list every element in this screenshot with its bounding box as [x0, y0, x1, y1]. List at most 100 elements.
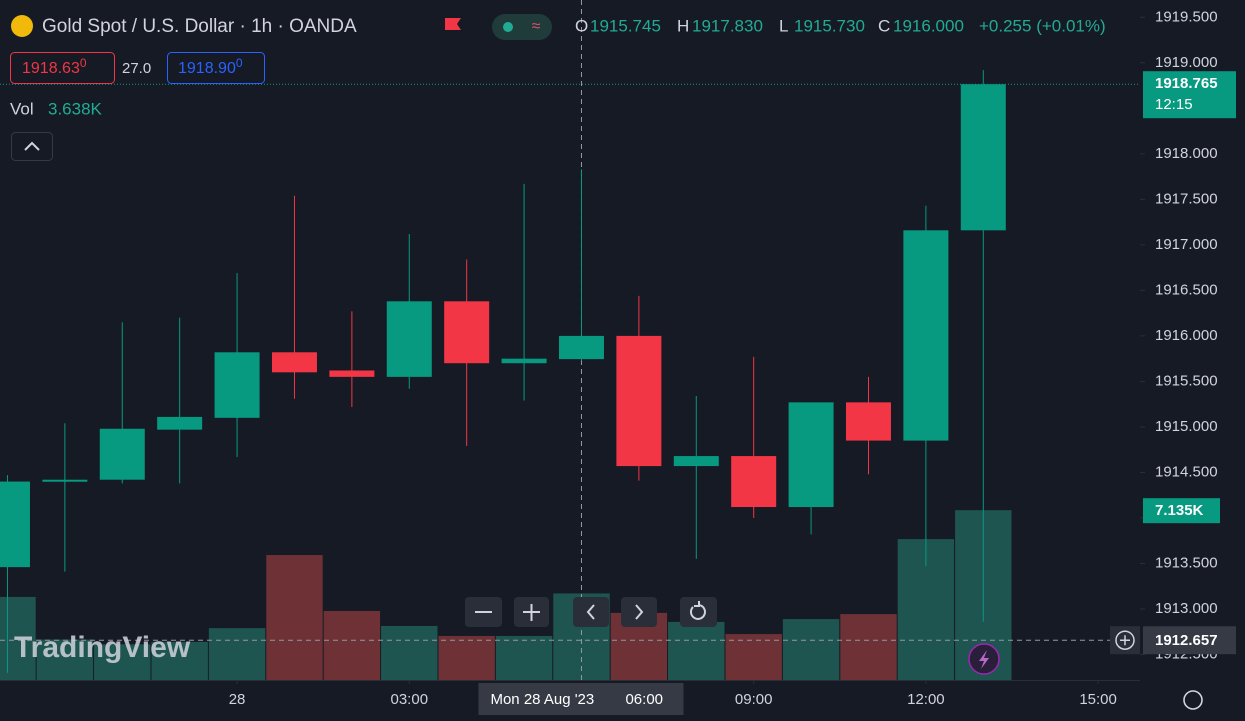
- x-tick-label: 03:00: [391, 691, 429, 708]
- candle-body: [960, 84, 1006, 231]
- reset-icon: [690, 601, 706, 620]
- volume-bar: [94, 644, 151, 680]
- volume-tag: [1143, 498, 1220, 524]
- symbol-title: Gold Spot / U.S. Dollar · 1h · OANDA: [42, 16, 357, 37]
- candle-body: [903, 230, 949, 441]
- change: +0.255 (+0.01%): [979, 16, 1106, 35]
- status-icon: ≈: [532, 18, 541, 35]
- alert-icon: [979, 650, 989, 669]
- ask-main: 1918.90: [178, 60, 236, 77]
- ohlc-key: C: [878, 16, 890, 35]
- y-tick-label: 1913.000: [1155, 600, 1218, 617]
- candle-body: [214, 352, 260, 418]
- ask: 1918.900: [178, 56, 243, 77]
- symbol-logo: [11, 15, 33, 37]
- volume-bar: [36, 639, 94, 680]
- y-tick-label: 1915.000: [1155, 418, 1218, 435]
- flag-icon[interactable]: [445, 18, 461, 30]
- spread: 27.0: [122, 60, 151, 77]
- x-tick-label: 15:00: [1079, 691, 1117, 708]
- candle-body: [386, 301, 432, 377]
- y-tick-label: 1914.500: [1155, 463, 1218, 480]
- candle-body: [271, 352, 317, 373]
- bid: 1918.630: [22, 56, 87, 77]
- crosshair-date-label: Mon 28 Aug '23: [490, 691, 594, 708]
- y-tick-label: 1917.000: [1155, 236, 1218, 253]
- collapse-icon: [24, 141, 40, 151]
- volume-bar: [438, 635, 495, 680]
- bid-fraction: 0: [80, 56, 87, 70]
- volume-bar: [151, 641, 208, 680]
- volume-bar: [495, 635, 553, 680]
- candle-body: [501, 358, 547, 364]
- crosshair-price-label: 1912.657: [1155, 632, 1218, 649]
- plot-area: [0, 0, 1140, 680]
- candle-body: [558, 335, 604, 360]
- ohlc-key: L: [779, 16, 788, 35]
- ohlc-value: 1915.745: [590, 16, 661, 35]
- vol-value: 3.638K: [48, 99, 103, 118]
- volume-bar: [782, 619, 840, 680]
- scroll-left-icon: [586, 604, 595, 620]
- crosshair-price-tag: [1143, 626, 1236, 655]
- ask-box[interactable]: [167, 52, 265, 84]
- candle-body: [42, 479, 88, 482]
- crosshair-time-tag: [478, 683, 684, 715]
- y-tick-label: 1918.000: [1155, 145, 1218, 162]
- candle-body: [731, 456, 777, 508]
- crosshair-add-icon: [1115, 630, 1135, 650]
- watermark: TradingView: [14, 631, 191, 664]
- status-dot: [503, 22, 513, 32]
- volume-bar: [668, 621, 725, 680]
- volume-bar: [725, 634, 782, 680]
- bid-main: 1918.63: [22, 60, 80, 77]
- reset-button[interactable]: [680, 597, 717, 627]
- volume-bar: [323, 610, 381, 680]
- scroll-right-icon: [635, 604, 644, 620]
- crosshair-time-label: 06:00: [625, 691, 663, 708]
- status-pill[interactable]: [492, 14, 552, 40]
- volume-value-label: 7.135K: [1155, 502, 1204, 519]
- candle-body: [673, 456, 719, 467]
- ohlc-legend: O 1915.745 H 1917.830 L 1915.730 C 1916.000: [575, 16, 964, 35]
- volume-bar: [0, 596, 36, 680]
- volume-bar: [381, 625, 438, 680]
- crosshair-add-plus: [1120, 635, 1130, 646]
- volume-bar: [266, 555, 323, 680]
- volume-bar: [208, 628, 266, 680]
- bid-box[interactable]: [10, 52, 115, 84]
- y-tick-label: 1917.500: [1155, 190, 1218, 207]
- ohlc-value: 1916.000: [893, 16, 964, 35]
- ohlc-value: 1917.830: [692, 16, 763, 35]
- x-tick-label: 28: [229, 691, 246, 708]
- candle-body: [616, 335, 662, 467]
- candle-body: [329, 370, 375, 377]
- last-price-tag: [1143, 71, 1236, 119]
- candle-body: [0, 481, 30, 568]
- y-tick-label: 1919.000: [1155, 54, 1218, 71]
- x-tick-label: 12:00: [907, 691, 945, 708]
- ohlc-value: 1915.730: [794, 16, 865, 35]
- x-tick-label: 09:00: [735, 691, 773, 708]
- axis-labels: 1918.765 12:15 7.135K 1912.657 Mon 28 Aug '2…: [478, 71, 1236, 715]
- zoom-in-icon: [523, 604, 540, 621]
- settings-icon[interactable]: [1183, 690, 1203, 710]
- ohlc-key: O: [575, 16, 588, 35]
- countdown-label: 12:15: [1155, 96, 1193, 113]
- y-tick-label: 1919.500: [1155, 8, 1218, 25]
- last-price-label: 1918.765: [1155, 75, 1218, 92]
- y-tick-label: 1916.500: [1155, 281, 1218, 298]
- candle-body: [845, 402, 891, 441]
- toolbar: [465, 597, 717, 627]
- candle-body: [444, 301, 490, 364]
- y-tick-label: 1916.000: [1155, 327, 1218, 344]
- candle-body: [157, 416, 203, 430]
- collapse-button[interactable]: [11, 132, 53, 161]
- vol-label: Vol: [10, 99, 34, 118]
- candle-body: [99, 428, 145, 480]
- candle-body: [788, 402, 834, 508]
- scroll-right-button[interactable]: [621, 597, 657, 627]
- axes: 1919.500 1919.000 1918.000 1917.500 1917.000…: [229, 8, 1218, 708]
- scroll-left-button[interactable]: [573, 597, 609, 627]
- volume-bar: [840, 614, 897, 680]
